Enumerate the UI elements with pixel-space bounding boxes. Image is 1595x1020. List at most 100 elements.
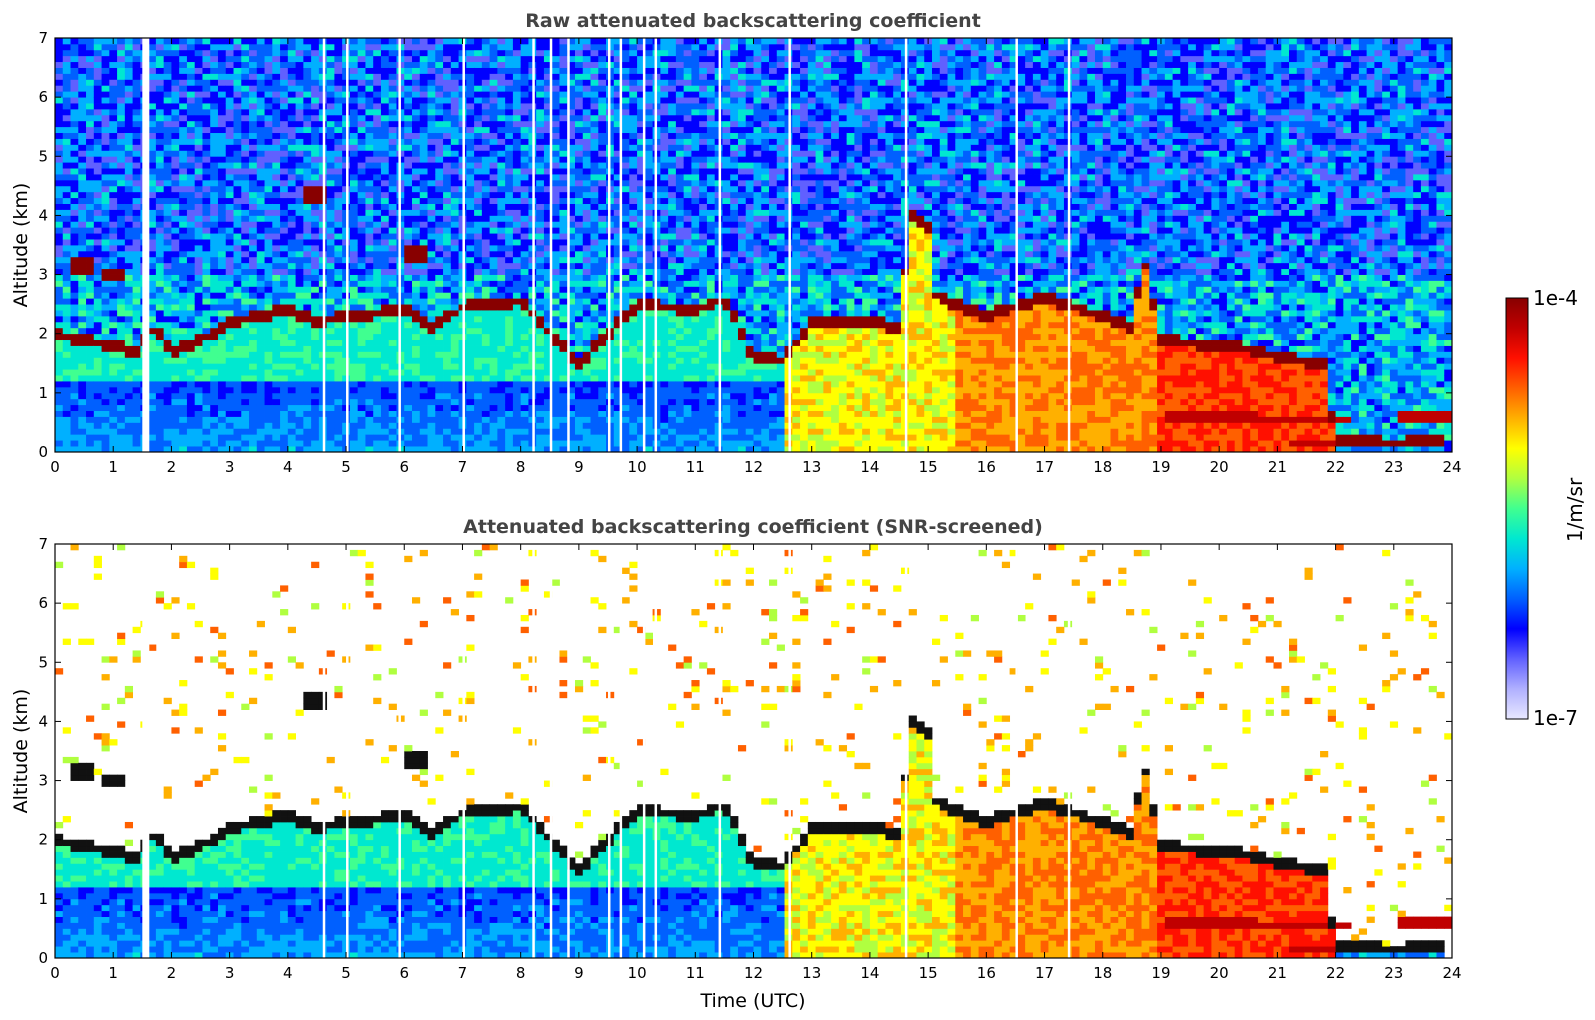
- heatmap-cell: [474, 357, 483, 364]
- heatmap-cell: [101, 404, 110, 411]
- heatmap-cell: [380, 310, 390, 317]
- heatmap-cell: [474, 67, 483, 74]
- heatmap-cell: [412, 85, 421, 92]
- heatmap-cell: [497, 286, 506, 293]
- heatmap-cell: [55, 85, 64, 92]
- heatmap-cell: [101, 97, 110, 104]
- heatmap-cell: [109, 67, 118, 74]
- heatmap-cell: [551, 315, 560, 323]
- heatmap-cell: [497, 168, 506, 175]
- heatmap-cell: [78, 404, 87, 411]
- heatmap-cell: [574, 250, 584, 258]
- heatmap-cell: [427, 386, 436, 394]
- heatmap-cell: [109, 345, 118, 352]
- heatmap-cell: [62, 381, 71, 388]
- heatmap-cell: [202, 120, 211, 128]
- heatmap-cell: [497, 310, 506, 317]
- heatmap-cell: [101, 79, 110, 86]
- heatmap-cell: [536, 369, 545, 376]
- heatmap-cell: [256, 179, 265, 187]
- heatmap-cell: [349, 333, 359, 341]
- heatmap-cell: [124, 298, 134, 305]
- heatmap-cell: [412, 386, 421, 394]
- heatmap-cell: [303, 292, 312, 299]
- heatmap-cell: [55, 274, 64, 281]
- heatmap-cell: [264, 162, 273, 169]
- heatmap-cell: [272, 38, 281, 45]
- heatmap-cell: [380, 227, 390, 234]
- heatmap-cell: [303, 114, 312, 122]
- heatmap-cell: [349, 132, 359, 139]
- heatmap-cell: [287, 114, 296, 122]
- heatmap-cell: [311, 256, 320, 264]
- heatmap-cell: [466, 38, 475, 45]
- heatmap-cell: [202, 209, 211, 216]
- heatmap-cell: [109, 120, 118, 128]
- heatmap-cell: [256, 416, 265, 423]
- heatmap-cell: [202, 85, 211, 92]
- heatmap-cell: [78, 398, 87, 406]
- heatmap-cell: [450, 286, 459, 293]
- heatmap-cell: [334, 67, 343, 74]
- heatmap-cell: [233, 446, 242, 452]
- heatmap-cell: [148, 132, 157, 139]
- heatmap-cell: [497, 440, 506, 447]
- heatmap-cell: [132, 108, 141, 116]
- heatmap-cell: [365, 369, 374, 376]
- heatmap-cell: [78, 215, 87, 222]
- heatmap-cell: [241, 49, 250, 57]
- heatmap-cell: [233, 179, 242, 187]
- heatmap-cell: [388, 61, 397, 68]
- heatmap-cell: [280, 351, 289, 358]
- heatmap-cell: [93, 191, 102, 199]
- heatmap-cell: [217, 174, 227, 181]
- heatmap-cell: [520, 179, 529, 187]
- heatmap-cell: [543, 179, 553, 187]
- heatmap-cell: [365, 357, 374, 364]
- heatmap-cell: [559, 339, 568, 346]
- heatmap-cell: [225, 227, 234, 234]
- heatmap-cell: [280, 67, 289, 74]
- heatmap-cell: [86, 310, 95, 317]
- heatmap-cell: [62, 108, 71, 116]
- heatmap-cell: [202, 150, 211, 157]
- heatmap-cell: [132, 174, 141, 181]
- heatmap-cell: [93, 185, 102, 193]
- heatmap-cell: [489, 333, 498, 341]
- heatmap-cell: [280, 239, 289, 246]
- heatmap-cell: [93, 292, 102, 299]
- heatmap-cell: [497, 369, 506, 376]
- heatmap-cell: [171, 67, 180, 74]
- heatmap-cell: [210, 440, 219, 447]
- heatmap-cell: [109, 392, 118, 400]
- heatmap-cell: [567, 428, 576, 435]
- heatmap-cell: [574, 103, 584, 110]
- heatmap-cell: [264, 126, 273, 134]
- heatmap-cell: [241, 404, 250, 411]
- heatmap-cell: [365, 434, 374, 441]
- heatmap-cell: [217, 333, 227, 341]
- heatmap-cell: [179, 446, 188, 452]
- heatmap-cell: [93, 375, 102, 382]
- heatmap-cell: [241, 298, 250, 305]
- heatmap-cell: [520, 108, 529, 116]
- heatmap-cell: [171, 114, 180, 122]
- heatmap-cell: [380, 410, 390, 417]
- heatmap-cell: [404, 97, 413, 104]
- heatmap-cell: [489, 108, 498, 116]
- heatmap-cell: [202, 292, 211, 299]
- heatmap-cell: [124, 215, 134, 222]
- heatmap-cell: [388, 144, 397, 151]
- heatmap-cell: [466, 268, 475, 275]
- heatmap-cell: [497, 292, 506, 299]
- heatmap-cell: [466, 215, 475, 222]
- heatmap-cell: [186, 197, 196, 204]
- heatmap-cell: [311, 310, 320, 317]
- heatmap-cell: [179, 280, 188, 287]
- heatmap-cell: [186, 49, 196, 57]
- heatmap-cell: [419, 79, 428, 86]
- heatmap-cell: [443, 268, 452, 275]
- heatmap-cell: [256, 209, 265, 216]
- heatmap-cell: [349, 73, 359, 80]
- heatmap-cell: [536, 43, 545, 51]
